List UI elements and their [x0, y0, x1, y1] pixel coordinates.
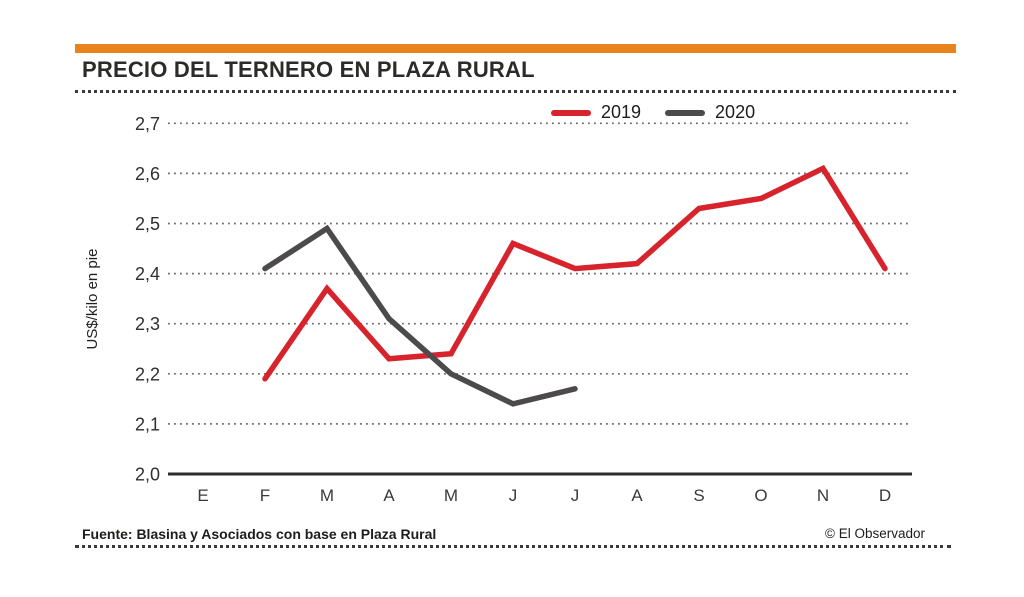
- x-tick-label: A: [631, 486, 643, 505]
- x-tick-label: A: [383, 486, 395, 505]
- legend-label-2019: 2019: [601, 102, 642, 122]
- x-tick-label: O: [754, 486, 767, 505]
- y-tick-label: 2,0: [135, 465, 160, 485]
- x-tick-label: F: [260, 486, 270, 505]
- x-tick-label: J: [571, 486, 580, 505]
- x-tick-label: D: [879, 486, 891, 505]
- series-line-2020: [262, 224, 578, 407]
- chart-legend: 2019 2020: [551, 102, 779, 123]
- x-tick-label: M: [444, 486, 458, 505]
- credit-note: © El Observador: [825, 526, 925, 541]
- x-tick-label: N: [817, 486, 829, 505]
- footer-divider: [75, 545, 951, 548]
- y-tick-label: 2,4: [135, 264, 160, 284]
- y-tick-label: 2,5: [135, 214, 160, 234]
- legend-swatch-2020: [665, 109, 706, 116]
- series-line-2019: [262, 164, 888, 382]
- legend-swatch-2019: [551, 109, 591, 116]
- x-tick-label: J: [509, 486, 518, 505]
- y-tick-label: 2,6: [135, 164, 160, 184]
- x-tick-label: M: [320, 486, 334, 505]
- legend-label-2020: 2020: [715, 102, 756, 122]
- y-tick-label: 2,1: [135, 414, 160, 434]
- x-tick-label: E: [197, 486, 208, 505]
- y-tick-label: 2,2: [135, 364, 160, 384]
- accent-bar: [75, 44, 956, 53]
- source-note: Fuente: Blasina y Asociados con base en …: [82, 526, 437, 542]
- x-tick-label: S: [693, 486, 704, 505]
- y-tick-label: 2,3: [135, 314, 160, 334]
- page-title: PRECIO DEL TERNERO EN PLAZA RURAL: [82, 57, 535, 82]
- y-tick-label: 2,7: [135, 114, 160, 134]
- title-divider: [75, 90, 956, 93]
- y-axis-title: US$/kilo en pie: [84, 249, 101, 350]
